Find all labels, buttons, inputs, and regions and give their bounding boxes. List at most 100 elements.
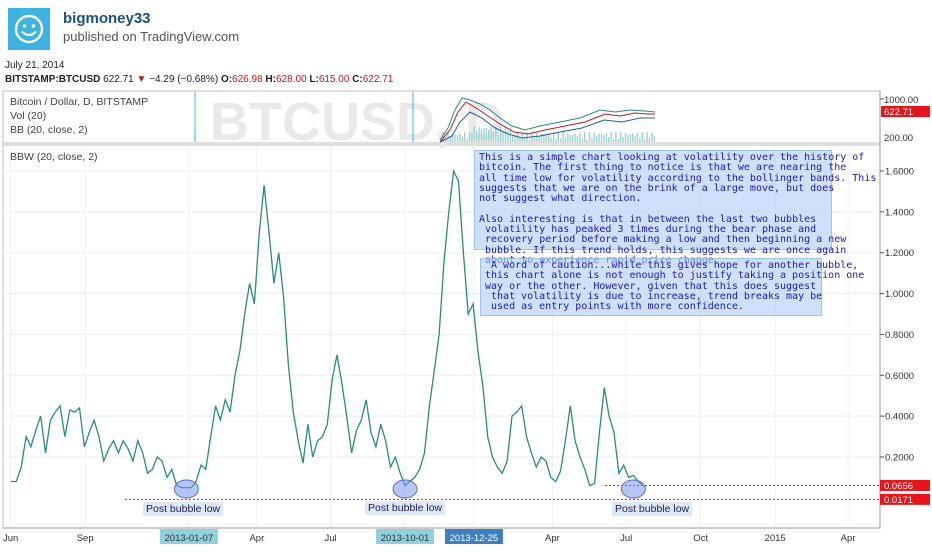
volume-bar	[579, 132, 581, 142]
volume-bar	[461, 136, 463, 142]
volume-bar	[468, 132, 471, 142]
author-avatar[interactable]	[8, 8, 50, 50]
volume-bar	[536, 132, 538, 142]
quote-bar: BITSTAMP:BTCUSD 622.71 ▼ −4.29 (−0.68%) …	[5, 74, 393, 85]
bbw-legend[interactable]: BBW (20, close, 2)	[10, 151, 98, 163]
volume-bar	[502, 132, 504, 142]
symbol-name[interactable]: BITSTAMP:BTCUSD	[5, 74, 101, 85]
volume-bar	[569, 134, 571, 142]
level-tag-upper: 0.0656	[884, 481, 913, 492]
volume-bar	[444, 137, 447, 142]
open-label: O:	[220, 74, 233, 85]
y-tick-label: 1.6000	[885, 167, 914, 178]
volume-bar	[497, 133, 499, 142]
volume-bar	[634, 135, 636, 142]
axis-label-200: 200.00	[884, 133, 913, 144]
price-axis[interactable]	[880, 91, 930, 528]
volume-bar	[636, 132, 639, 142]
y-tick-label: 0.6000	[885, 371, 914, 382]
volume-bar	[596, 135, 598, 142]
volume-legend[interactable]: Vol (20)	[10, 110, 46, 122]
x-tick-label: Apr	[841, 533, 856, 544]
volume-bar	[557, 132, 559, 142]
volume-bar	[449, 136, 451, 142]
volume-bar	[576, 136, 579, 142]
bbw-series-line[interactable]	[10, 168, 643, 489]
volume-bar	[641, 132, 643, 142]
annotation-note-1[interactable]: This is a simple chart looking at volati…	[474, 150, 876, 266]
volume-bar	[586, 139, 588, 142]
price-tag-label: 622.71	[884, 107, 913, 118]
low-label: L:	[309, 74, 319, 85]
level-tag-lower-bg	[880, 493, 930, 505]
volume-bar	[519, 136, 521, 142]
y-tick-label: 1.4000	[885, 207, 914, 218]
time-axis[interactable]	[3, 528, 880, 546]
price-tag-bg	[881, 106, 930, 117]
volume-bar	[466, 138, 468, 142]
volume-bar	[591, 137, 593, 142]
x-tick-label: 2013-01-07	[165, 533, 214, 544]
volume-bar	[533, 137, 535, 142]
volume-bar	[627, 135, 629, 142]
volume-bar	[644, 139, 646, 142]
down-arrow-icon: ▼	[136, 74, 147, 85]
x-tick-label: Apr	[249, 533, 264, 544]
level-tags: 0.0656 0.0171	[880, 479, 930, 506]
axis-label-1000: 1000.00	[884, 95, 918, 106]
annotation-note-2[interactable]: A word of caution...while this gives hop…	[480, 258, 864, 316]
volume-bar	[608, 137, 610, 142]
volume-bar	[538, 135, 540, 142]
x-tick-highlight	[376, 529, 435, 544]
volume-bar	[562, 132, 564, 142]
close-label: C:	[352, 74, 363, 85]
y-tick-label: 1.0000	[885, 289, 914, 300]
volume-bar	[507, 130, 509, 142]
volume-bar	[454, 134, 456, 142]
x-tick-label: Oct	[693, 533, 708, 544]
volume-bar	[478, 126, 480, 142]
x-tick-label: Sep	[77, 533, 94, 544]
volume-bar	[548, 132, 550, 142]
volume-bar	[476, 131, 478, 142]
volume-bar	[500, 126, 502, 142]
volume-bar	[480, 129, 483, 142]
volume-bar	[516, 133, 519, 142]
volume-bar	[603, 135, 605, 142]
price-band-line	[439, 101, 655, 143]
volume-bar	[550, 137, 552, 142]
level-tag-upper-bg	[880, 479, 930, 491]
price-pane-frame	[2, 90, 881, 144]
price-legend-symbol[interactable]: Bitcoin / Dollar, D, BITSTAMP	[10, 96, 148, 108]
y-axis-ticks: 0.2000 0.4000 0.6000 0.8000 1.0000 1.2000 1.40…	[880, 167, 914, 464]
volume-bar	[560, 138, 562, 142]
volume-bar	[567, 133, 569, 142]
volume-bar	[521, 132, 523, 142]
volume-bar	[456, 135, 459, 142]
x-tick-label: Apr	[545, 533, 560, 544]
volume-bar	[605, 133, 607, 142]
volume-bar	[552, 132, 555, 142]
x-tick-label: Jul	[620, 533, 632, 544]
volume-bar	[442, 132, 444, 142]
x-tick-label: 2013-10-01	[381, 533, 430, 544]
volume-bar	[452, 133, 454, 142]
x-tick-label: Jul	[324, 533, 336, 544]
author-name[interactable]: bigmoney33	[63, 10, 151, 27]
volume-bar	[528, 139, 531, 142]
volume-bar	[488, 129, 490, 142]
volume-bar	[588, 132, 591, 142]
volume-bar	[514, 134, 516, 142]
volume-bar	[483, 128, 485, 142]
volume-bar	[646, 132, 648, 142]
volume-bar	[651, 132, 653, 142]
x-axis-ticks: Jun Sep 2013-01-07 Apr Jul 2013-10-01 2013-12-…	[3, 529, 855, 544]
high-value: 628.00	[275, 74, 307, 85]
low-markers	[173, 479, 646, 499]
volume-bar	[504, 126, 507, 142]
volume-bar	[512, 134, 514, 142]
low-marker-circle	[620, 479, 646, 499]
bb-legend[interactable]: BB (20, close, 2)	[10, 124, 88, 136]
close-value: 622.71	[362, 74, 394, 85]
publish-date: July 21, 2014	[5, 60, 65, 71]
